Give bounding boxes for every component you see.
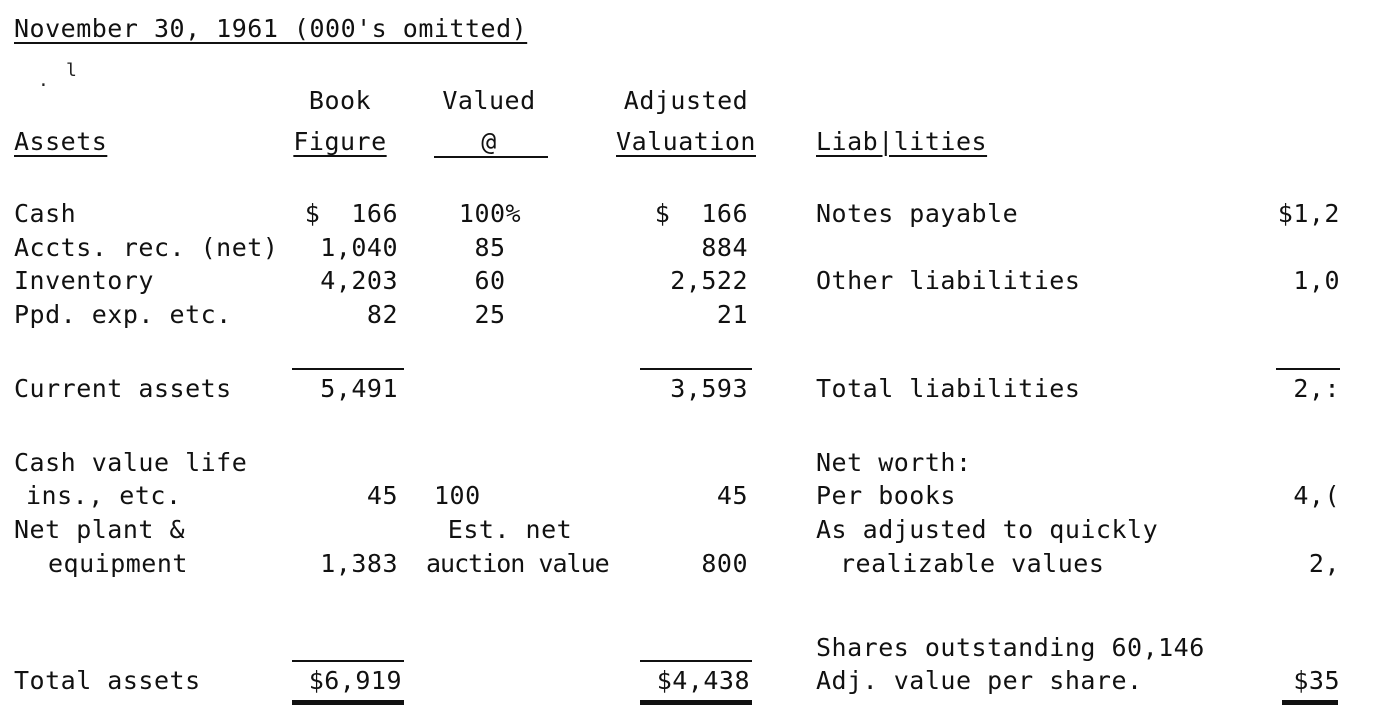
double-rule-adjusted-total [640, 700, 752, 705]
header-liabilities-text: Liab|lities [816, 127, 988, 156]
asset-label-prepaid: Ppd. exp. etc. [14, 300, 232, 329]
asset-book-receivables: 1,040 [320, 233, 398, 262]
total-assets-book: $6,919 [308, 666, 402, 695]
current-assets-adjusted: 3,593 [670, 374, 748, 403]
header-adjusted-1: Adjusted [623, 86, 749, 115]
life-ins-valued: 100 [434, 481, 481, 510]
header-assets: Assets [14, 127, 107, 157]
asset-valued-prepaid: 25 [474, 300, 506, 329]
rule-liabilities-total [1276, 368, 1340, 370]
adjusted-label-1: As adjusted to quickly [816, 515, 1159, 544]
rule-adjusted-current [640, 368, 752, 370]
liab-other-value: 1,0 [1293, 266, 1340, 295]
header-adjusted-2-text: Valuation [616, 127, 756, 156]
asset-valued-receivables: 85 [474, 233, 506, 262]
rule-adjusted-total [640, 660, 752, 662]
rule-book-total [292, 660, 404, 662]
plant-label-2: equipment [48, 549, 188, 578]
liab-notes-value: $1,2 [1277, 199, 1340, 228]
asset-label-receivables: Accts. rec. (net) [14, 233, 279, 262]
current-assets-label: Current assets [14, 374, 232, 403]
stray-tick: l [66, 60, 77, 81]
net-worth-label: Net worth: [816, 448, 972, 477]
stray-dot: . [38, 70, 49, 91]
header-liabilities: Liab|lities [816, 127, 987, 157]
life-ins-book: 45 [366, 481, 398, 510]
double-rule-per-share [1282, 700, 1338, 705]
adjusted-label-2: realizable values [840, 549, 1105, 578]
shares-outstanding: Shares outstanding 60,146 [816, 633, 1205, 662]
asset-label-cash: Cash [14, 199, 77, 228]
plant-valued-2: auction value [426, 549, 610, 578]
per-books-value: 4,( [1293, 481, 1340, 510]
asset-adjusted-receivables: 884 [701, 233, 748, 262]
per-share-value: $35 [1293, 666, 1340, 695]
asset-adjusted-inventory: 2,522 [670, 266, 748, 295]
total-assets-label: Total assets [14, 666, 201, 695]
rule-book-current [292, 368, 404, 370]
header-book-1: Book [308, 86, 372, 115]
header-book-2-text: Figure [293, 127, 387, 156]
adjusted-value: 2, [1308, 549, 1340, 578]
asset-adjusted-prepaid: 21 [716, 300, 748, 329]
header-book-2: Figure [280, 127, 400, 157]
total-assets-adjusted: $4,438 [656, 666, 750, 695]
asset-book-prepaid: 82 [366, 300, 398, 329]
asset-book-inventory: 4,203 [320, 266, 398, 295]
liab-notes-label: Notes payable [816, 199, 1019, 228]
life-ins-label-2: ins., etc. [26, 481, 182, 510]
header-valued-1: Valued [442, 86, 536, 115]
plant-book: 1,383 [320, 549, 398, 578]
page-title: November 30, 1961 (000's omitted) [14, 14, 528, 43]
asset-label-inventory: Inventory [14, 266, 154, 295]
liab-other-label: Other liabilities [816, 266, 1081, 295]
current-assets-book: 5,491 [320, 374, 398, 403]
per-books-label: Per books [816, 481, 956, 510]
header-adjusted-2: Valuation [606, 127, 766, 157]
plant-valued-1: Est. net [447, 515, 573, 544]
plant-label-1: Net plant & [14, 515, 186, 544]
liab-total-value: 2,: [1293, 374, 1340, 403]
asset-book-cash: $ 166 [304, 199, 398, 228]
double-rule-book-total [292, 700, 404, 705]
life-ins-label-1: Cash value life [14, 448, 248, 477]
life-ins-adjusted: 45 [716, 481, 748, 510]
per-share-label: Adj. value per share. [816, 666, 1143, 695]
header-valued-underline [434, 156, 548, 158]
asset-valued-cash: 100% [458, 199, 522, 228]
liab-total-label: Total liabilities [816, 374, 1081, 403]
header-valued-2: @ [481, 127, 497, 156]
plant-adjusted: 800 [701, 549, 748, 578]
header-assets-text: Assets [14, 127, 108, 156]
asset-adjusted-cash: $ 166 [654, 199, 748, 228]
asset-valued-inventory: 60 [474, 266, 506, 295]
